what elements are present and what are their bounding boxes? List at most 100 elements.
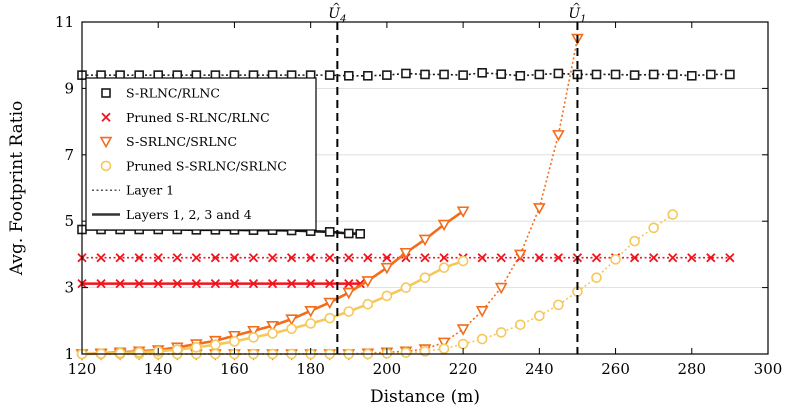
vline-label: U1 bbox=[568, 6, 586, 25]
data-point bbox=[439, 253, 449, 263]
data-point bbox=[115, 253, 125, 263]
x-marker-stroke bbox=[668, 253, 678, 263]
data-point bbox=[514, 319, 526, 331]
data-point bbox=[552, 130, 565, 142]
legend-entry: S-RLNC/RLNC bbox=[101, 86, 220, 101]
hat-accent: ^ bbox=[572, 2, 580, 13]
y-tick-label: 7 bbox=[64, 146, 74, 164]
data-point bbox=[686, 70, 697, 81]
data-point bbox=[286, 278, 297, 289]
data-point bbox=[96, 253, 106, 263]
data-point bbox=[629, 235, 640, 247]
x-marker-stroke bbox=[553, 253, 564, 263]
data-point bbox=[171, 344, 183, 355]
legend-marker bbox=[101, 112, 111, 122]
data-point bbox=[191, 278, 201, 289]
x-marker-stroke bbox=[267, 253, 278, 263]
x-marker-stroke bbox=[172, 278, 182, 289]
x-tick-label: 180 bbox=[296, 360, 325, 378]
data-point bbox=[515, 70, 526, 81]
data-point bbox=[363, 253, 373, 263]
legend-marker bbox=[101, 88, 111, 98]
vline-label-subscript: 4 bbox=[339, 14, 346, 25]
data-point bbox=[266, 320, 279, 333]
x-tick-label: 220 bbox=[449, 360, 478, 378]
x-marker-stroke bbox=[286, 278, 297, 289]
data-point bbox=[191, 342, 202, 353]
data-point bbox=[725, 253, 735, 263]
series-0 bbox=[77, 67, 735, 81]
data-point bbox=[439, 69, 449, 80]
x-marker-stroke bbox=[229, 253, 240, 263]
data-point bbox=[476, 333, 488, 345]
data-point bbox=[306, 278, 316, 289]
x-tick-label: 260 bbox=[601, 360, 630, 378]
x-tick-label: 140 bbox=[144, 360, 173, 378]
data-point bbox=[342, 287, 356, 300]
data-point bbox=[134, 278, 144, 289]
data-point bbox=[496, 253, 506, 263]
data-point bbox=[401, 68, 411, 79]
data-point bbox=[114, 347, 126, 359]
data-point bbox=[363, 70, 373, 81]
data-point bbox=[324, 312, 336, 324]
x-marker-stroke bbox=[306, 278, 316, 289]
plot-frame bbox=[81, 21, 769, 355]
data-point bbox=[629, 253, 640, 263]
data-point bbox=[210, 253, 221, 263]
data-point bbox=[229, 278, 240, 289]
data-point bbox=[420, 69, 430, 80]
x-marker-stroke bbox=[649, 253, 659, 263]
x-axis-title: Distance (m) bbox=[370, 387, 480, 407]
data-point bbox=[400, 282, 412, 293]
x-marker-stroke bbox=[191, 253, 201, 263]
x-marker-stroke bbox=[439, 253, 449, 263]
data-point bbox=[591, 272, 602, 283]
x-marker-stroke bbox=[210, 253, 221, 263]
vline-label-base: U bbox=[568, 6, 581, 22]
data-point bbox=[399, 247, 413, 260]
x-marker-stroke bbox=[382, 253, 392, 263]
x-tick-label: 200 bbox=[373, 360, 402, 378]
x-marker-stroke bbox=[687, 253, 697, 263]
legend-entry: Layers 1, 2, 3 and 4 bbox=[92, 207, 252, 222]
data-point bbox=[286, 323, 297, 335]
data-point bbox=[534, 310, 545, 322]
data-point bbox=[477, 253, 487, 263]
data-point bbox=[286, 253, 297, 263]
data-point bbox=[210, 339, 221, 351]
data-point bbox=[532, 203, 546, 215]
data-point bbox=[381, 290, 393, 302]
legend-label: Layers 1, 2, 3 and 4 bbox=[126, 207, 252, 222]
x-tick-label: 120 bbox=[68, 360, 97, 378]
data-point bbox=[667, 209, 679, 220]
x-marker-stroke bbox=[477, 253, 487, 263]
x-marker-stroke bbox=[96, 253, 106, 263]
x-marker-stroke bbox=[210, 278, 221, 289]
data-point bbox=[553, 299, 564, 311]
x-marker-stroke bbox=[534, 253, 544, 263]
data-point bbox=[418, 234, 432, 247]
vline-label-subscript: 1 bbox=[580, 14, 586, 25]
data-point bbox=[591, 253, 602, 263]
y-tick-label: 9 bbox=[64, 79, 74, 97]
data-point bbox=[706, 69, 716, 80]
series-3 bbox=[77, 278, 365, 289]
data-point bbox=[494, 282, 508, 295]
x-marker-stroke bbox=[96, 278, 106, 289]
x-marker-stroke bbox=[325, 278, 335, 289]
x-marker-stroke bbox=[248, 253, 259, 263]
legend-label: S-SRLNC/SRLNC bbox=[126, 134, 237, 149]
series-7 bbox=[76, 255, 469, 360]
series-2 bbox=[77, 253, 735, 263]
data-point bbox=[382, 70, 392, 80]
data-point bbox=[648, 222, 659, 234]
data-point bbox=[305, 318, 316, 329]
legend-label: Pruned S-SRLNC/SRLNC bbox=[126, 158, 287, 173]
data-point bbox=[534, 69, 545, 80]
data-point bbox=[324, 70, 335, 80]
data-point bbox=[343, 306, 355, 317]
x-marker-stroke bbox=[134, 278, 144, 289]
x-marker-stroke bbox=[629, 253, 640, 263]
